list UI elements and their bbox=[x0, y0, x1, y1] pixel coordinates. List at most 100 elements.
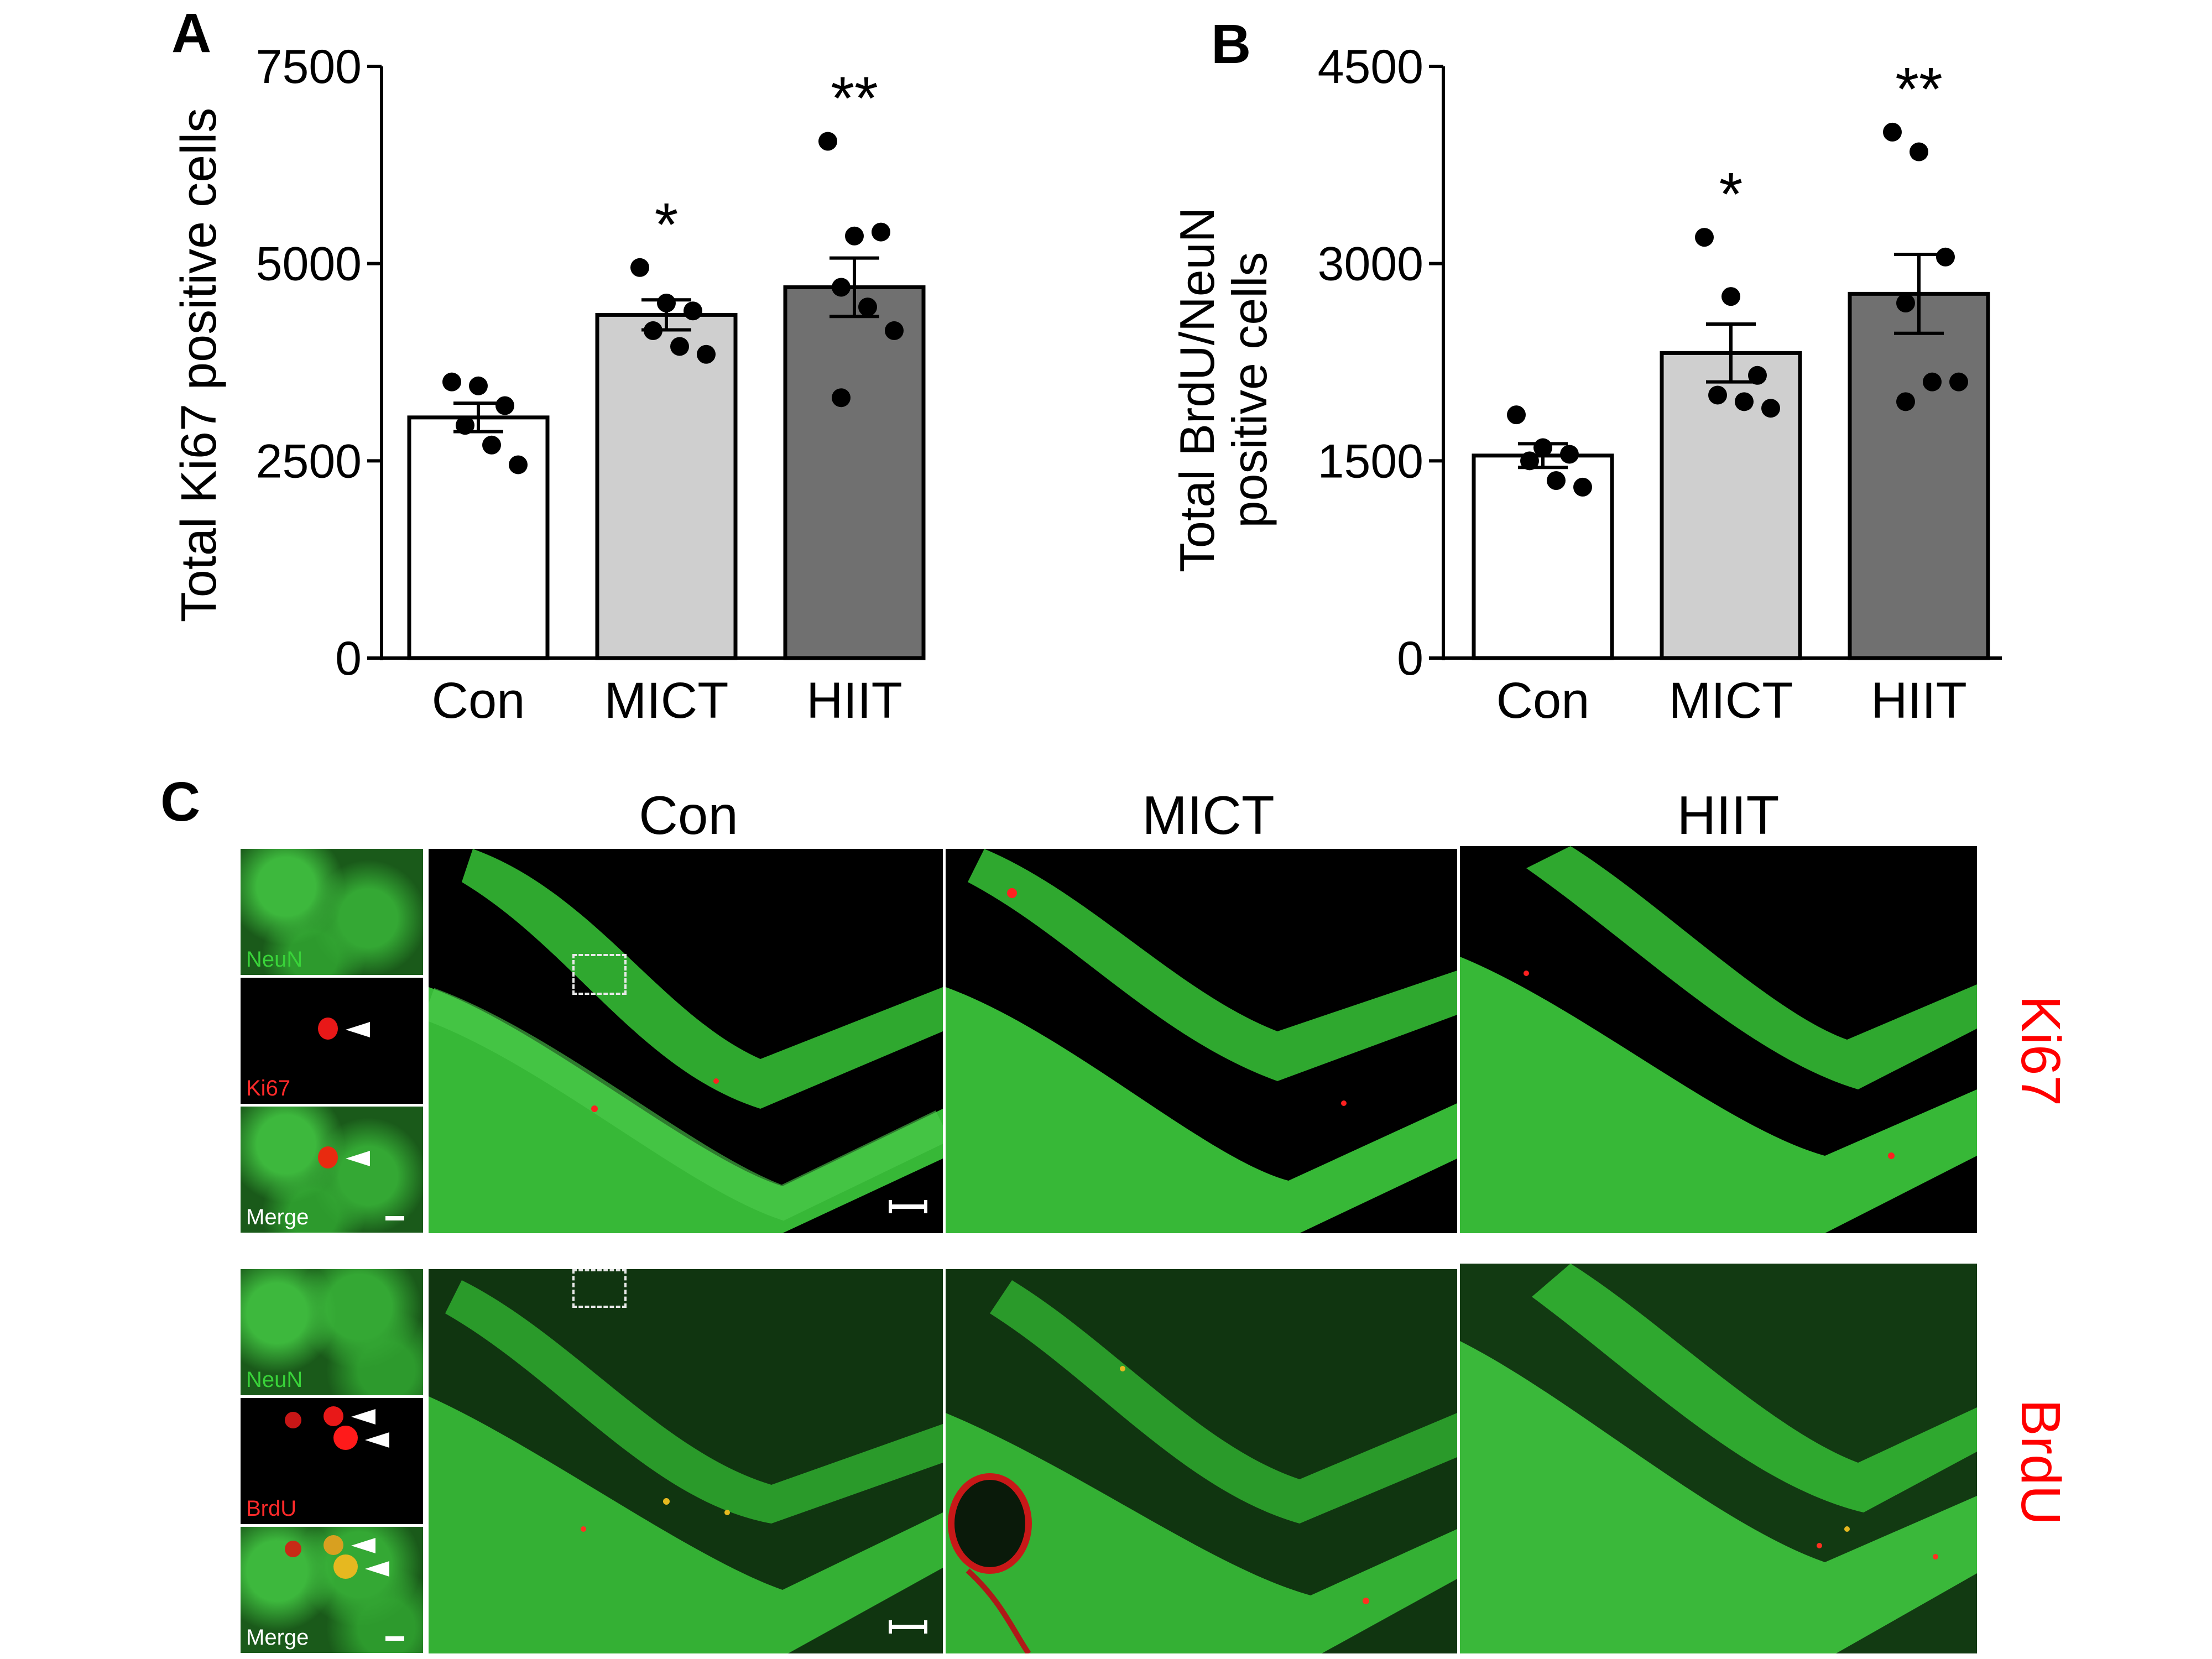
y-axis-label-line2: positive cells bbox=[1222, 252, 1277, 528]
data-point bbox=[818, 132, 837, 151]
panel-letter-a: A bbox=[171, 2, 212, 64]
data-point bbox=[630, 258, 649, 277]
bar bbox=[407, 415, 550, 660]
significance-marker: * bbox=[655, 191, 679, 259]
y-tick-label: 2500 bbox=[256, 435, 362, 488]
significance-marker: ** bbox=[1895, 55, 1943, 123]
y-tick-label: 0 bbox=[1397, 632, 1423, 685]
data-point bbox=[1923, 372, 1942, 392]
data-point bbox=[1748, 366, 1767, 385]
data-point bbox=[1936, 247, 1955, 267]
inset-label: NeuN bbox=[246, 947, 303, 972]
data-point bbox=[858, 298, 877, 317]
x-tick-label: MICT bbox=[1669, 672, 1793, 729]
data-point bbox=[697, 345, 716, 364]
data-point bbox=[885, 321, 904, 340]
column-label-mict: MICT bbox=[1142, 785, 1275, 846]
ki67-inset-marker: Ki67 bbox=[241, 978, 423, 1104]
column-label-hiit: HIIT bbox=[1677, 785, 1780, 846]
inset-label: Ki67 bbox=[246, 1076, 291, 1100]
column-label-con: Con bbox=[639, 785, 738, 846]
arrow-icon bbox=[351, 1409, 375, 1425]
bar bbox=[595, 312, 738, 660]
arrow-icon bbox=[365, 1561, 389, 1577]
data-point bbox=[1949, 372, 1968, 392]
arrow-icon bbox=[351, 1538, 375, 1553]
micrograph-brdu-con bbox=[429, 1269, 943, 1653]
y-axis-label-line1: Total BrdU/NeuN bbox=[1170, 207, 1224, 572]
ki67-inset-neun: NeuN bbox=[241, 849, 423, 975]
scale-bar bbox=[889, 1200, 927, 1213]
x-tick-label: Con bbox=[432, 672, 525, 729]
data-point bbox=[845, 226, 864, 246]
scale-bar bbox=[385, 1636, 404, 1641]
data-point bbox=[1533, 438, 1552, 457]
x-tick-label: HIIT bbox=[806, 672, 902, 729]
inset-label: NeuN bbox=[246, 1368, 303, 1392]
data-point bbox=[872, 222, 890, 242]
brdu-inset-marker: BrdU bbox=[241, 1398, 423, 1524]
bar bbox=[1848, 291, 1990, 660]
micrograph-ki67-con bbox=[429, 849, 943, 1233]
roi-box bbox=[572, 1269, 627, 1308]
x-tick-label: HIIT bbox=[1871, 672, 1967, 729]
y-tick-label: 1500 bbox=[1318, 435, 1423, 488]
data-point bbox=[1708, 385, 1727, 405]
significance-marker: ** bbox=[831, 65, 878, 133]
micrograph-ki67-mict bbox=[946, 849, 1457, 1233]
micrograph-brdu-mict bbox=[946, 1269, 1457, 1653]
data-point bbox=[509, 455, 528, 474]
data-point bbox=[1896, 392, 1915, 411]
chart-a: 0 2500 5000 7500 Con MICT * HIIT ** Total Ki67 po… bbox=[171, 40, 926, 729]
data-point bbox=[1896, 294, 1915, 312]
data-point bbox=[832, 278, 851, 297]
inset-label: BrdU bbox=[246, 1496, 297, 1521]
brdu-inset-merge: Merge bbox=[241, 1527, 423, 1653]
row-label-brdu: BrdU bbox=[2010, 1399, 2072, 1525]
scale-bar bbox=[385, 1216, 404, 1220]
data-point bbox=[1560, 445, 1579, 464]
scale-bar bbox=[889, 1620, 927, 1634]
data-point bbox=[832, 388, 851, 408]
data-point bbox=[1547, 471, 1566, 490]
arrow-icon bbox=[346, 1151, 370, 1166]
data-point bbox=[1573, 477, 1592, 497]
panel-letter-b: B bbox=[1211, 13, 1251, 75]
roi-box bbox=[572, 954, 627, 995]
data-point bbox=[1695, 228, 1714, 247]
chart-b: 0 1500 3000 4500 Con MICT * HIIT ** Total BrdU/Ne… bbox=[1170, 40, 2002, 729]
data-point bbox=[495, 396, 514, 415]
ki67-inset-merge: Merge bbox=[241, 1107, 423, 1233]
data-point bbox=[1735, 392, 1754, 411]
data-point bbox=[1520, 451, 1539, 471]
bar bbox=[1660, 351, 1802, 660]
data-point bbox=[684, 301, 702, 321]
x-tick-label: Con bbox=[1496, 672, 1590, 729]
y-axis-label: Total Ki67 positive cells bbox=[171, 108, 227, 622]
data-point bbox=[456, 416, 474, 435]
data-point bbox=[1883, 122, 1902, 142]
y-tick-label: 7500 bbox=[256, 40, 362, 93]
significance-marker: * bbox=[1719, 160, 1743, 228]
data-point bbox=[1507, 405, 1526, 425]
inset-label: Merge bbox=[246, 1625, 309, 1650]
x-tick-label: MICT bbox=[604, 672, 729, 729]
inset-label: Merge bbox=[246, 1205, 309, 1229]
data-point bbox=[442, 372, 461, 392]
micrograph-brdu-hiit bbox=[1460, 1264, 1977, 1653]
y-tick-label: 0 bbox=[335, 632, 362, 685]
y-tick-label: 3000 bbox=[1318, 238, 1423, 291]
data-point bbox=[657, 294, 676, 312]
brdu-inset-neun: NeuN bbox=[241, 1269, 423, 1395]
data-point bbox=[1910, 142, 1928, 161]
row-label-ki67: Ki67 bbox=[2010, 995, 2072, 1107]
arrow-icon bbox=[346, 1022, 370, 1037]
data-point bbox=[469, 376, 488, 395]
y-tick-label: 4500 bbox=[1318, 40, 1423, 93]
bar bbox=[783, 285, 926, 660]
data-point bbox=[1761, 399, 1780, 418]
y-tick-label: 5000 bbox=[256, 238, 362, 291]
data-point bbox=[644, 321, 662, 340]
arrow-icon bbox=[365, 1432, 389, 1448]
data-point bbox=[482, 435, 501, 455]
